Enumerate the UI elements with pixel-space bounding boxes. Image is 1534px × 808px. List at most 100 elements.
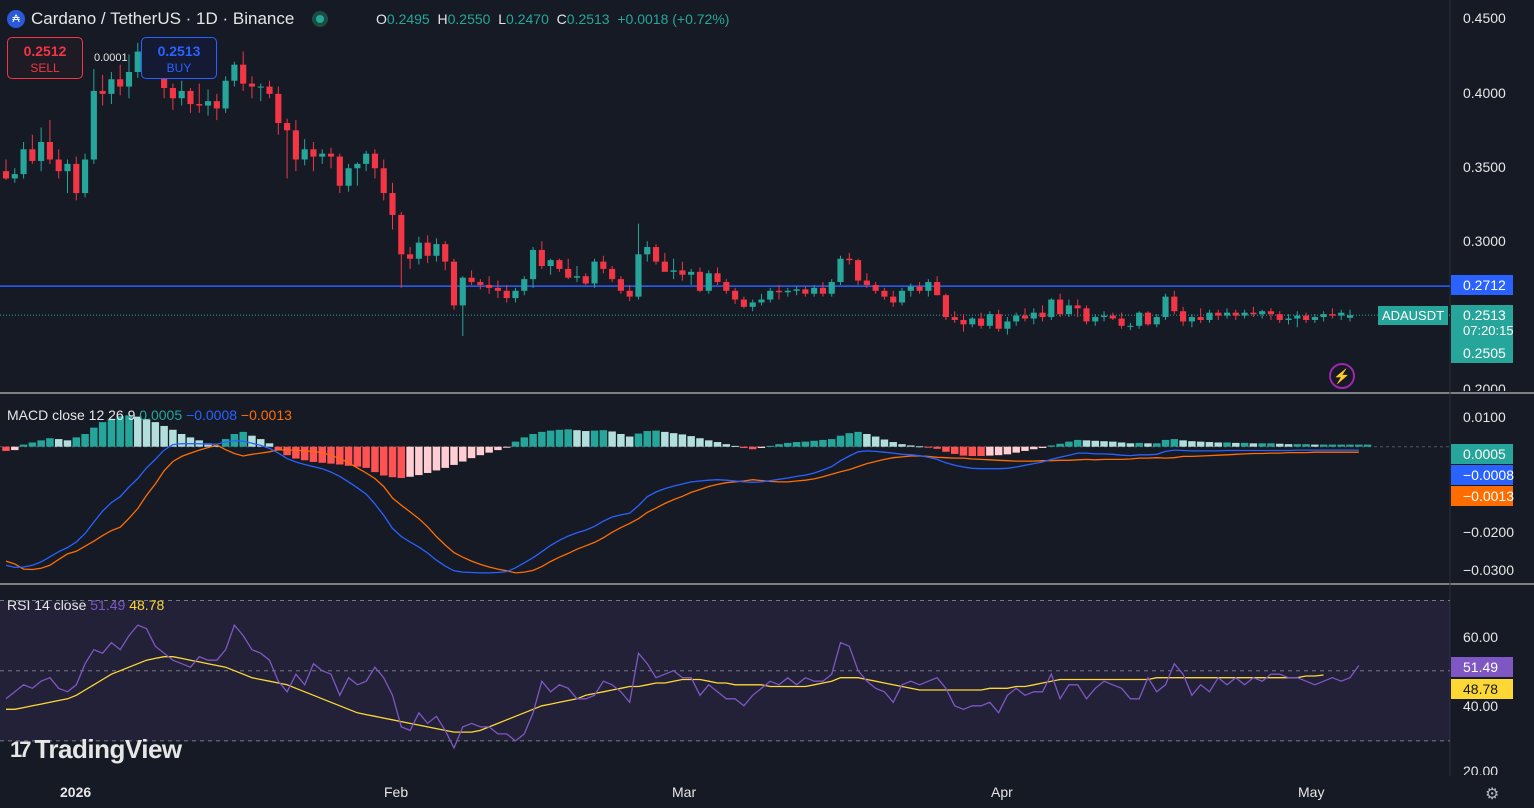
candle-body: [327, 153, 335, 157]
candle-body: [977, 318, 985, 326]
macd-histogram-bar: [151, 422, 160, 447]
candle-body: [635, 254, 642, 297]
time-axis-label: Apr: [991, 784, 1013, 800]
macd-histogram-bar: [467, 446, 476, 459]
macd-histogram-bar: [608, 431, 616, 447]
macd-histogram-bar: [1232, 442, 1240, 447]
rsi-legend[interactable]: RSI 14 close 51.49 48.78: [7, 597, 164, 613]
candle-body: [1232, 312, 1239, 316]
candle-body: [934, 282, 941, 296]
candle-body: [521, 279, 528, 291]
time-axis-label: Mar: [672, 784, 697, 800]
candle-body: [582, 276, 589, 284]
macd-histogram-bar: [309, 446, 318, 462]
candle-body: [354, 163, 361, 169]
macd-histogram-bar: [283, 446, 291, 456]
macd-histogram-bar: [775, 444, 783, 447]
macd-histogram-bar: [423, 446, 432, 473]
candle-body: [723, 282, 730, 291]
macd-histogram-bar: [1284, 444, 1293, 447]
candle-body: [1346, 315, 1354, 318]
macd-histogram-bar: [854, 431, 862, 447]
macd-histogram-bar: [924, 446, 933, 448]
candle-body: [855, 260, 862, 281]
symbol-title[interactable]: Cardano / TetherUS · 1D · Binance: [31, 9, 295, 28]
last-price-tag[interactable]: 0.2513 07:20:15: [1451, 305, 1514, 343]
macd-histogram-bar: [652, 430, 660, 447]
buy-button[interactable]: 0.2513 BUY: [141, 37, 217, 79]
macd-histogram-bar: [845, 433, 854, 447]
rsi-line: [5, 623, 1360, 750]
market-status-icon[interactable]: [312, 11, 329, 27]
macd-value: −0.0008: [186, 407, 238, 423]
candle-body: [11, 174, 18, 179]
candle-body: [942, 295, 949, 318]
macd-histogram-bar: [134, 416, 142, 447]
candle-body: [881, 290, 888, 297]
macd-histogram-bar: [1346, 444, 1354, 447]
macd-histogram-bar: [204, 443, 212, 447]
rsi-ma-tag: 48.78: [1451, 679, 1513, 699]
candle-body: [890, 296, 897, 303]
candle-body: [1100, 315, 1108, 318]
hline-price-tag[interactable]: 0.2712: [1451, 275, 1513, 295]
macd-histogram-bar: [705, 440, 713, 447]
candle-body: [1188, 317, 1195, 322]
high-value: 0.2550: [447, 11, 491, 27]
candle-body: [1223, 312, 1231, 316]
candle-body: [705, 273, 712, 291]
candle-body: [1127, 325, 1134, 327]
macd-histogram-bar: [1109, 441, 1117, 447]
candle-body: [73, 163, 80, 194]
candle-body: [1013, 315, 1020, 322]
candle-body: [714, 273, 721, 283]
macd-histogram-bar: [599, 430, 608, 447]
macd-hist-value: 0.0005: [139, 407, 183, 423]
candle-body: [767, 290, 774, 300]
candle-body: [1021, 315, 1029, 319]
candle-body: [617, 279, 624, 291]
macd-histogram-bar: [1319, 444, 1328, 447]
close-value: 0.2513: [566, 11, 610, 27]
macd-legend[interactable]: MACD close 12 26 9 0.0005 −0.0008 −0.001…: [7, 407, 292, 423]
tradingview-logo[interactable]: 17 TradingView: [10, 734, 182, 765]
macd-histogram-bar: [582, 431, 590, 447]
candle-body: [1048, 299, 1055, 318]
rsi-ma-line: [6, 656, 1324, 733]
macd-histogram-bar: [459, 446, 467, 462]
candle-body: [486, 284, 493, 288]
candle-body: [1065, 305, 1072, 315]
settings-gear-icon[interactable]: ⚙: [1485, 786, 1500, 803]
macd-histogram-bar: [810, 440, 818, 447]
candle-body: [600, 261, 607, 269]
macd-histogram-bar: [186, 437, 195, 447]
macd-histogram-bar: [397, 446, 406, 479]
tradingview-logo-icon: 17: [10, 736, 32, 762]
macd-line: [5, 440, 1359, 574]
macd-histogram-bar: [177, 434, 186, 447]
candle-body: [565, 268, 572, 278]
macd-histogram-bar: [415, 446, 423, 476]
lightning-icon[interactable]: ⚡: [1329, 363, 1355, 389]
macd-histogram-bar: [116, 416, 124, 447]
candle-body: [231, 64, 238, 81]
candle-body: [547, 260, 554, 266]
macd-histogram-bar: [1205, 442, 1214, 447]
candle-body: [1276, 314, 1283, 320]
candle-body: [503, 290, 510, 299]
macd-histogram-bar: [336, 446, 344, 465]
macd-histogram-bar: [2, 446, 10, 451]
candle-body: [108, 79, 115, 94]
macd-signal-line: [5, 444, 1359, 574]
candle-body: [196, 104, 203, 106]
macd-histogram-bar: [28, 442, 37, 447]
macd-histogram-bar: [757, 446, 766, 448]
sell-button[interactable]: 0.2512 SELL: [7, 37, 83, 79]
macd-histogram-bar: [318, 446, 326, 463]
macd-histogram-bar: [915, 446, 924, 448]
macd-histogram-bar: [265, 443, 274, 447]
candle-body: [688, 271, 695, 275]
candle-body: [1294, 315, 1301, 319]
candle-body: [1039, 312, 1046, 318]
